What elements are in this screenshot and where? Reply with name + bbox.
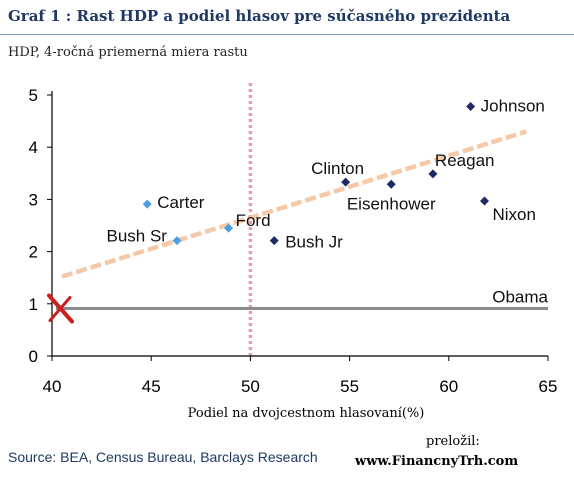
- data-point: [480, 196, 490, 206]
- chart-title: Graf 1 : Rast HDP a podiel hlasov pre sú…: [8, 7, 511, 25]
- x-tick-label: 55: [340, 377, 359, 396]
- source-note: Source: BEA, Census Bureau, Barclays Res…: [8, 449, 318, 465]
- x-axis-title: Podiel na dvojcestnom hlasovaní(%): [188, 406, 425, 421]
- data-label: Eisenhower: [347, 194, 436, 213]
- trend-line: [61, 129, 527, 279]
- data-label: Reagan: [435, 151, 495, 170]
- data-point: [269, 236, 279, 246]
- x-tick-label: 50: [241, 377, 260, 396]
- data-label: Obama: [492, 287, 548, 306]
- data-point: [142, 199, 152, 209]
- x-tick-label: 45: [142, 377, 161, 396]
- x-tick-label: 40: [43, 377, 62, 396]
- data-label: Carter: [157, 193, 205, 212]
- obama-x-marker: [47, 293, 74, 324]
- title-divider: [0, 34, 574, 35]
- data-label: Nixon: [493, 205, 536, 224]
- y-tick-label: 0: [29, 347, 38, 366]
- y-tick-label: 3: [29, 190, 38, 209]
- data-labels: Johnson Clinton Reagan Eisenhower Nixon Carte…: [107, 96, 549, 306]
- data-label: Bush Sr: [107, 227, 168, 246]
- data-points: [142, 101, 490, 246]
- x-tick-label: 60: [439, 377, 458, 396]
- data-point: [224, 223, 234, 233]
- data-label: Ford: [236, 211, 271, 230]
- credit-label: preložil:: [426, 434, 480, 449]
- y-tick-label: 5: [29, 86, 38, 105]
- data-label: Johnson: [481, 96, 545, 115]
- data-label: Clinton: [311, 159, 364, 178]
- data-point: [386, 179, 396, 189]
- data-point: [428, 169, 438, 179]
- marker-stroke: [48, 295, 72, 322]
- y-tick-label: 2: [29, 243, 38, 262]
- x-tick-label: 65: [539, 377, 558, 396]
- data-label: Bush Jr: [285, 233, 343, 252]
- data-point: [341, 177, 351, 187]
- credit-website: www.FinancnyTrh.com: [355, 454, 519, 469]
- y-axis-title: HDP, 4-ročná priemerná miera rastu: [8, 45, 248, 60]
- y-tick-label: 4: [29, 138, 38, 157]
- reference-lines: [55, 83, 548, 356]
- y-tick-label: 1: [29, 295, 38, 314]
- data-point: [466, 101, 476, 111]
- data-point: [172, 236, 182, 246]
